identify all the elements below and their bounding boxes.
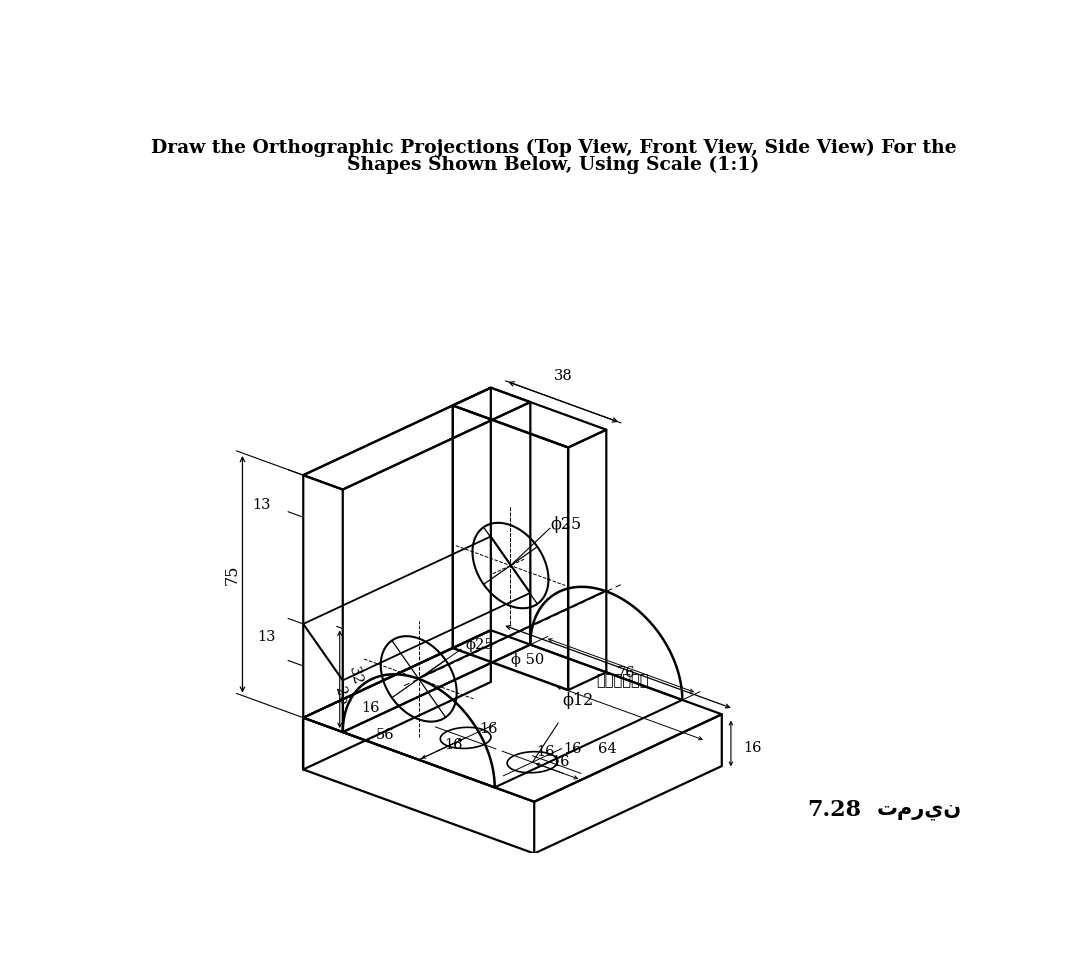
Text: ϕ12: ϕ12 <box>562 692 593 709</box>
Text: Draw the Orthographic Projections (Top View, Front View, Side View) For the: Draw the Orthographic Projections (Top V… <box>151 139 956 157</box>
Text: 16: 16 <box>743 741 761 755</box>
Text: 56: 56 <box>376 728 395 741</box>
Text: 76: 76 <box>617 666 635 680</box>
Text: تقبيات: تقبيات <box>596 673 649 688</box>
Text: تمرين: تمرين <box>877 800 962 820</box>
Text: ϕ25: ϕ25 <box>550 515 581 533</box>
Text: 75: 75 <box>224 564 240 584</box>
Text: ϕ 50: ϕ 50 <box>511 652 544 667</box>
Text: 16: 16 <box>552 755 570 768</box>
Text: 16: 16 <box>536 745 555 760</box>
Text: Shapes Shown Below, Using Scale (1:1): Shapes Shown Below, Using Scale (1:1) <box>348 156 759 174</box>
Text: ϕ25: ϕ25 <box>465 638 494 652</box>
Text: 16: 16 <box>563 741 581 756</box>
Text: 13: 13 <box>257 629 275 644</box>
Text: 16: 16 <box>445 738 463 752</box>
Text: 13: 13 <box>253 497 271 512</box>
Text: 7.28: 7.28 <box>808 799 862 821</box>
Text: 25: 25 <box>332 686 350 707</box>
Text: 16: 16 <box>480 721 498 736</box>
Text: 64: 64 <box>598 742 617 756</box>
Text: 16: 16 <box>361 700 379 715</box>
Text: 38: 38 <box>554 369 572 383</box>
Text: 32: 32 <box>346 665 364 687</box>
